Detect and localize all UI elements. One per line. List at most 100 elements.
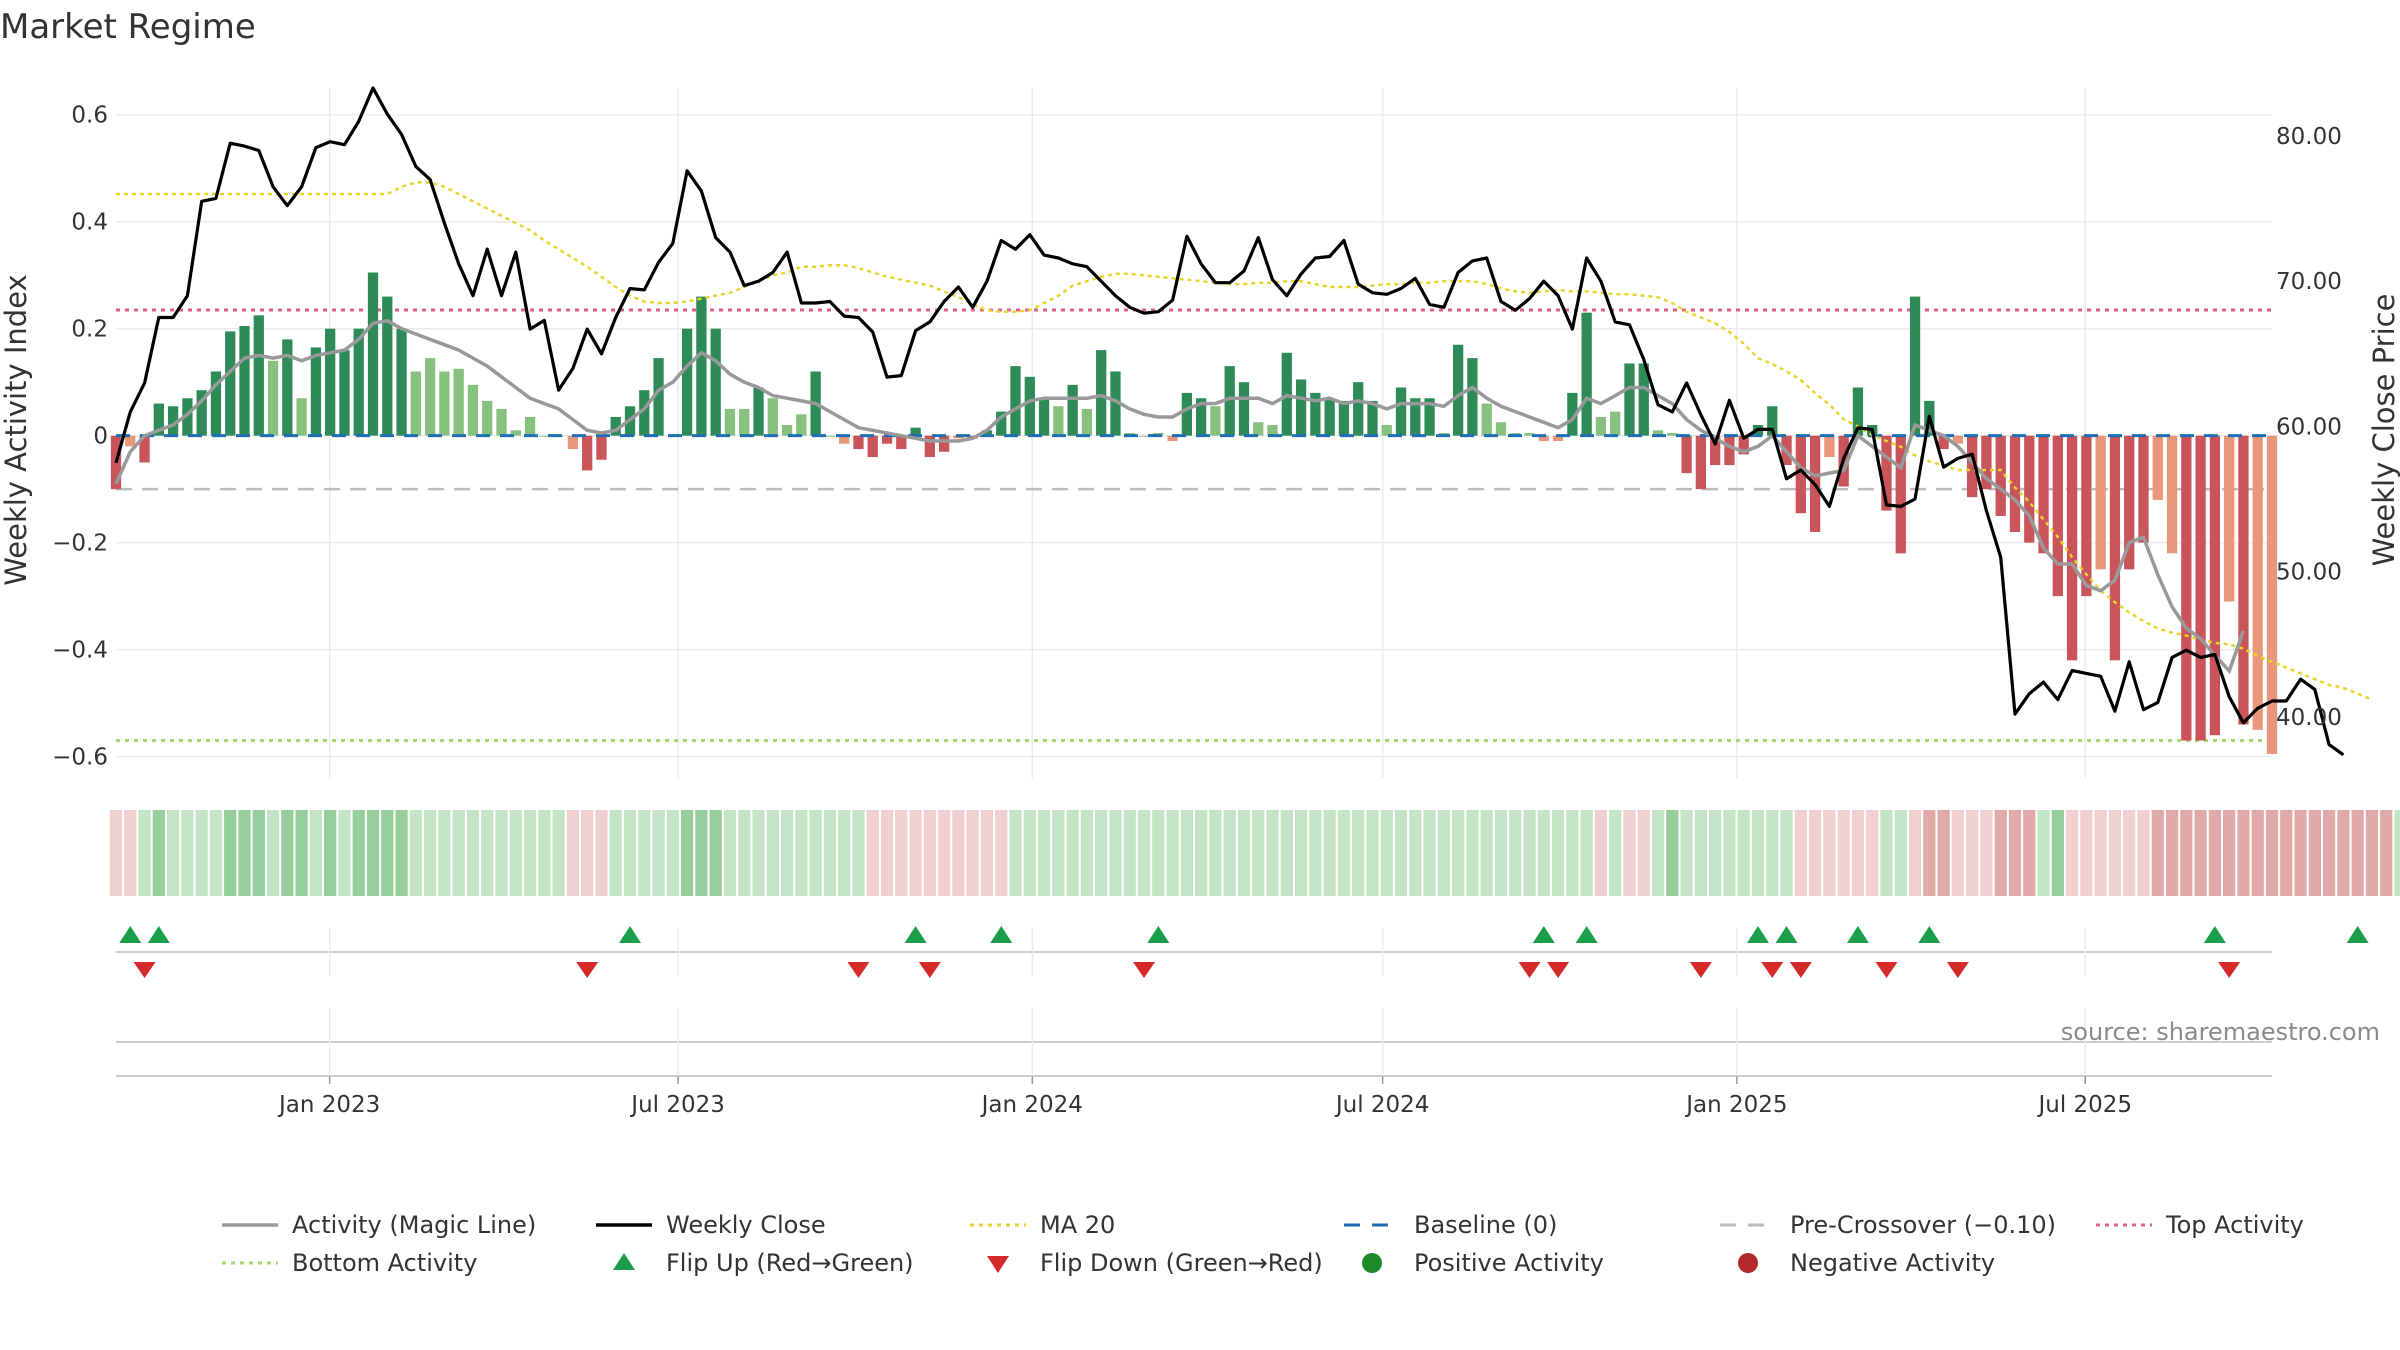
activity-bar <box>1995 435 2006 516</box>
activity-bar <box>910 427 921 436</box>
activity-bar <box>1381 424 1392 436</box>
activity-bar <box>2124 435 2135 570</box>
regime-cell <box>952 810 965 896</box>
activity-bar <box>2109 435 2121 661</box>
activity-bar <box>2138 435 2149 543</box>
activity-bar <box>839 435 850 444</box>
activity-bar <box>1038 398 1050 436</box>
activity-bar <box>1310 392 1321 436</box>
reference-lines <box>116 308 2272 743</box>
legend-label: Pre-Crossover (−0.10) <box>1790 1211 2056 1239</box>
activity-bar <box>1167 435 1178 442</box>
regime-cell <box>1237 810 1251 896</box>
regime-cell <box>866 810 879 896</box>
regime-cell <box>509 810 522 896</box>
activity-bar <box>1395 387 1407 436</box>
activity-bar <box>496 408 507 436</box>
regime-cell <box>381 810 394 896</box>
regime-cell <box>1123 810 1136 896</box>
activity-bar <box>1624 363 1635 436</box>
regime-cell <box>666 810 679 896</box>
regime-cell <box>309 810 323 896</box>
activity-bar <box>996 411 1007 436</box>
activity-bar <box>2024 435 2035 543</box>
regime-cell <box>838 810 851 896</box>
activity-bar <box>2038 435 2049 554</box>
regime-cell <box>423 810 437 896</box>
flip-up-marker <box>1575 926 1598 943</box>
regime-cell <box>752 810 765 896</box>
activity-bar <box>1010 366 1021 436</box>
activity-bar <box>1353 382 1364 436</box>
activity-bar <box>1467 358 1478 436</box>
flip-down-marker <box>1689 962 1712 978</box>
activity-bar <box>453 368 464 436</box>
regime-cell <box>809 810 822 896</box>
left-tick-label: −0.4 <box>52 638 108 664</box>
regime-cell <box>1409 810 1422 896</box>
regime-cell <box>338 810 351 896</box>
activity-bar <box>1895 435 1906 554</box>
regime-cell <box>2237 810 2250 896</box>
activity-bar <box>1981 435 1992 490</box>
activity-bar <box>396 328 407 436</box>
right-tick-label: 80.00 <box>2276 124 2342 150</box>
regime-cell <box>680 810 694 896</box>
regime-cell <box>1751 810 1765 896</box>
legend-label: Activity (Magic Line) <box>292 1211 536 1239</box>
regime-cell <box>1780 810 1793 896</box>
regime-cell <box>2294 810 2307 896</box>
regime-cell <box>1309 810 1322 896</box>
flip-up-marker <box>990 926 1013 943</box>
legend-label: Top Activity <box>2165 1211 2304 1239</box>
activity-bar <box>353 328 364 436</box>
activity-bar <box>724 408 736 436</box>
regime-cell <box>1323 810 1336 896</box>
regime-cell <box>1509 810 1522 896</box>
regime-cell <box>1294 810 1308 896</box>
regime-cell <box>1951 810 1965 896</box>
flip-down-marker <box>1518 962 1541 978</box>
activity-bar <box>610 416 621 436</box>
left-axis-ticks: 0.6 0.4 0.2 0 −0.2 −0.4 −0.6 <box>52 103 108 771</box>
flip-markers-panel <box>116 926 2369 978</box>
activity-bar <box>881 435 893 444</box>
legend-label: Negative Activity <box>1790 1249 1995 1277</box>
regime-cell <box>2094 810 2107 896</box>
activity-bar <box>139 435 150 463</box>
activity-bar <box>1610 411 1621 436</box>
regime-cell <box>1594 810 1608 896</box>
regime-cell <box>581 810 594 896</box>
regime-cell <box>2037 810 2050 896</box>
x-tick-label: Jan 2023 <box>277 1092 380 1118</box>
activity-bar <box>167 406 179 436</box>
right-tick-label: 70.00 <box>2276 269 2342 295</box>
activity-bar <box>153 403 164 436</box>
regime-cell <box>2265 810 2279 896</box>
regime-cell <box>2380 810 2393 896</box>
legend-label: Baseline (0) <box>1414 1211 1557 1239</box>
x-tick-label: Jul 2025 <box>2036 1092 2132 1118</box>
activity-bar <box>2224 435 2235 602</box>
regime-cell <box>2365 810 2379 896</box>
legend-label: Bottom Activity <box>292 1249 477 1277</box>
flip-up-marker <box>1775 926 1798 943</box>
regime-cell <box>181 810 194 896</box>
regime-cell <box>1609 810 1622 896</box>
activity-bar <box>1667 433 1678 436</box>
regime-cell <box>1966 810 1979 896</box>
activity-bar <box>482 400 493 436</box>
activity-bar <box>2081 435 2092 597</box>
activity-bar <box>253 315 264 436</box>
activity-bar <box>1581 312 1592 436</box>
activity-bar <box>1538 435 1549 442</box>
regime-cell <box>2337 810 2350 896</box>
activity-bar <box>1224 366 1235 436</box>
activity-bar <box>1024 376 1035 436</box>
regime-cell <box>1037 810 1051 896</box>
regime-cell <box>1223 810 1236 896</box>
activity-bar <box>296 398 307 436</box>
regime-cell <box>1366 810 1379 896</box>
activity-bar <box>924 435 935 458</box>
regime-cell <box>2123 810 2136 896</box>
